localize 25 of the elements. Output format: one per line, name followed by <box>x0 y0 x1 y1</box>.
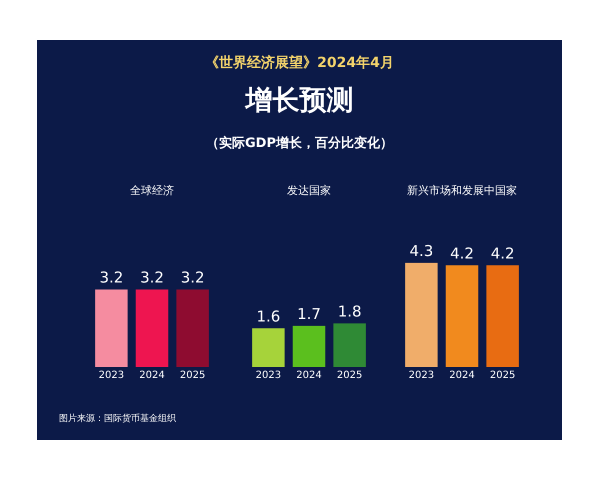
x-tick-label: 2025 <box>180 370 206 381</box>
data-label: 3.2 <box>140 268 164 286</box>
data-label: 3.2 <box>99 268 124 286</box>
data-label: 4.2 <box>450 244 474 262</box>
chart-title: 新兴市场和发展中国家 <box>407 184 517 198</box>
data-label: 1.7 <box>297 304 321 323</box>
chart-title: 发达国家 <box>287 184 331 198</box>
x-tick-label: 2023 <box>408 370 434 381</box>
data-label: 4.3 <box>409 242 434 260</box>
x-tick-label: 2023 <box>256 370 282 381</box>
data-label: 1.6 <box>256 307 280 326</box>
x-tick-label: 2024 <box>296 370 322 381</box>
x-tick-label: 2024 <box>449 370 475 381</box>
chart-title: 全球经济 <box>130 184 174 198</box>
x-tick-label: 2025 <box>490 370 516 381</box>
data-label: 4.2 <box>490 244 515 262</box>
text: 图片来源：国际货币基金组织 <box>59 412 176 425</box>
data-label: 1.8 <box>338 302 362 320</box>
x-tick-label: 2025 <box>336 370 362 381</box>
x-tick-label: 2023 <box>98 370 124 381</box>
data-label: 3.2 <box>180 268 205 286</box>
text: 增长预测 <box>244 84 354 118</box>
text: （实际GDP增长，百分比变化） <box>205 134 394 152</box>
x-tick-label: 2024 <box>139 370 165 381</box>
text: 《世界经济展望》2024年4月 <box>204 54 395 72</box>
